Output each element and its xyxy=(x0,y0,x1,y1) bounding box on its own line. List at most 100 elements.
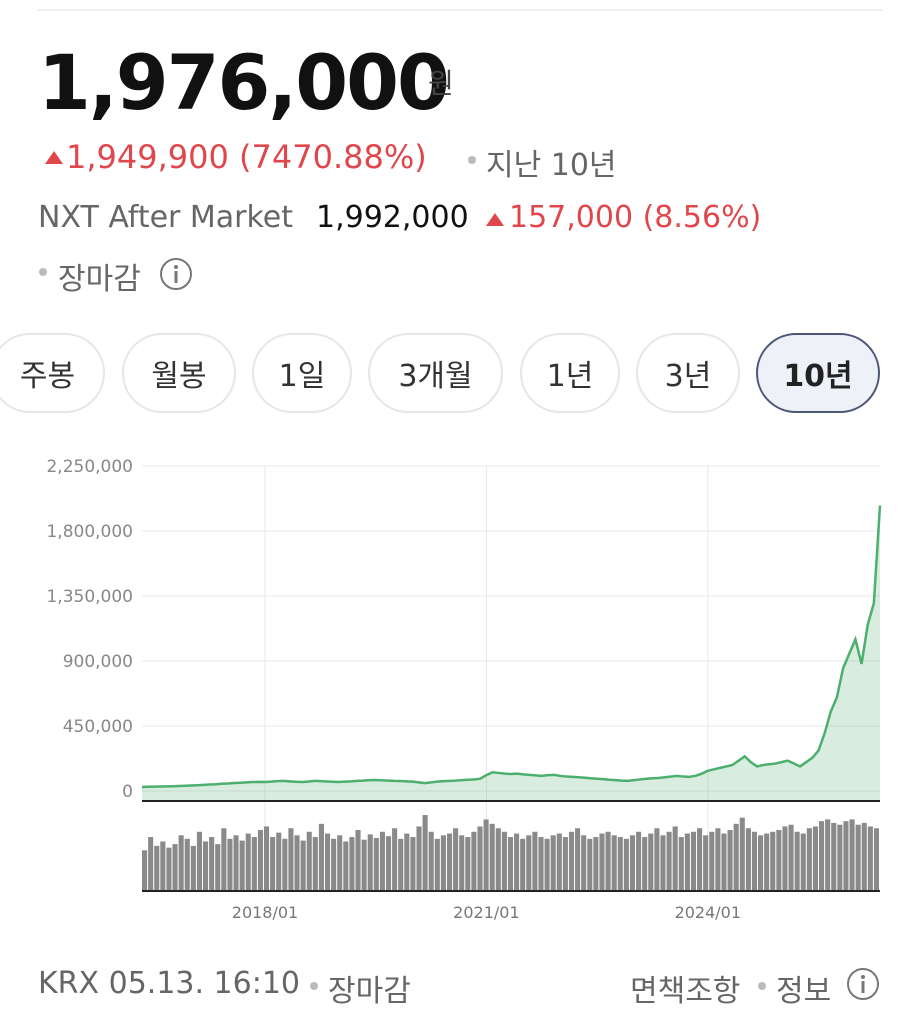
volume-bar xyxy=(196,831,202,890)
price-line xyxy=(141,505,882,789)
volume-bar xyxy=(636,831,642,890)
footer-status: 장마감 xyxy=(328,974,411,1009)
tab[interactable]: 3개월 xyxy=(368,333,503,413)
volume-bar xyxy=(562,837,568,890)
tab[interactable]: 주봉 xyxy=(0,333,105,413)
volume-bar xyxy=(690,831,697,890)
volume-bar xyxy=(404,833,410,890)
info-link[interactable]: 정보 xyxy=(776,974,832,1009)
volume-bar xyxy=(831,822,837,890)
volume-bar xyxy=(623,838,629,890)
volume-bar xyxy=(861,822,867,890)
volume-bar xyxy=(355,830,361,890)
volume-bar xyxy=(715,828,721,890)
dot xyxy=(39,268,47,276)
footer-source: KRX 05.13. 16:10 xyxy=(38,966,301,1001)
volume-bar xyxy=(489,823,495,890)
volume-bar xyxy=(837,824,843,890)
volume-bar xyxy=(507,837,514,890)
volume-bar xyxy=(568,831,575,890)
volume-bar xyxy=(245,833,251,890)
volume-bar xyxy=(233,835,239,890)
volume-bar xyxy=(800,833,806,890)
tab[interactable]: 10년 xyxy=(756,333,880,413)
volume-bar xyxy=(428,831,434,890)
tab[interactable]: 1일 xyxy=(252,333,352,413)
volume-bar xyxy=(483,819,489,890)
volume-bar xyxy=(270,837,276,890)
volume-bar xyxy=(410,837,416,890)
x-tick-label: 2024/01 xyxy=(675,903,741,920)
volume-bar xyxy=(202,841,209,890)
y-tick-label: 2,250,000 xyxy=(46,457,133,477)
after-label: NXT After Market xyxy=(38,200,294,235)
volume-bar xyxy=(855,824,861,890)
volume-bar xyxy=(794,831,800,890)
y-tick-label: 450,000 xyxy=(63,717,133,737)
volume-bar xyxy=(324,833,331,890)
volume-bar xyxy=(257,830,263,890)
volume-bar xyxy=(440,835,446,890)
volume-bar xyxy=(166,847,172,890)
volume-bar xyxy=(416,826,422,890)
info-icon[interactable] xyxy=(158,256,194,292)
volume-bar xyxy=(751,831,758,890)
volume-bar xyxy=(477,826,483,890)
volume-bar xyxy=(276,832,282,890)
volume-bar xyxy=(538,837,544,890)
y-tick-label: 900,000 xyxy=(63,652,133,672)
volume-bar xyxy=(660,835,666,890)
volume-bar xyxy=(514,833,520,890)
tab[interactable]: 월봉 xyxy=(122,333,236,413)
y-tick-label: 1,800,000 xyxy=(46,522,133,542)
volume-bar xyxy=(318,823,324,890)
volume-bar xyxy=(398,838,404,890)
info-icon[interactable] xyxy=(845,966,881,1002)
volume-bar xyxy=(575,828,581,890)
volume-bar xyxy=(154,845,160,890)
volume-bar xyxy=(654,828,660,890)
volume-bar xyxy=(331,838,337,890)
period: 지난 10년 xyxy=(486,148,617,183)
status: 장마감 xyxy=(58,262,141,297)
volume-bar xyxy=(251,837,257,890)
volume-bar xyxy=(288,828,294,890)
x-tick-label: 2018/01 xyxy=(232,903,298,920)
volume-bar xyxy=(349,837,355,890)
volume-bar xyxy=(776,830,782,890)
tab[interactable]: 3년 xyxy=(636,333,740,413)
volume-bar xyxy=(739,817,745,890)
tab[interactable]: 1년 xyxy=(520,333,620,413)
volume-bar xyxy=(812,826,819,890)
volume-bar xyxy=(825,819,831,890)
volume-bar xyxy=(361,839,367,890)
up-arrow xyxy=(45,151,63,164)
volume-bar xyxy=(678,837,684,890)
volume-bar xyxy=(758,835,764,890)
volume-bar xyxy=(392,828,398,890)
volume-bar xyxy=(556,833,562,890)
volume-bar xyxy=(764,833,770,890)
volume-bar xyxy=(605,831,611,890)
volume-bar xyxy=(520,838,526,890)
volume-bar xyxy=(178,835,184,890)
volume-bar xyxy=(599,833,605,890)
volume-bar xyxy=(184,838,190,890)
volume-bar xyxy=(666,831,672,890)
volume-bar xyxy=(642,837,648,890)
up-arrow xyxy=(486,213,504,226)
top-rule xyxy=(38,9,882,11)
volume-bar xyxy=(263,826,270,890)
y-tick-label: 0 xyxy=(122,782,133,802)
volume-bar xyxy=(873,828,879,890)
volume-bar xyxy=(239,840,245,890)
y-tick-label: 1,350,000 xyxy=(46,587,133,607)
volume-bar xyxy=(849,819,855,890)
volume-bar xyxy=(465,837,471,890)
disclaimer[interactable]: 면책조항 xyxy=(630,974,741,1009)
volume-bar xyxy=(703,835,709,890)
volume-bar xyxy=(697,828,703,890)
price-unit: 원 xyxy=(428,67,454,100)
volume-bar xyxy=(282,838,288,890)
volume-bar xyxy=(721,833,727,890)
